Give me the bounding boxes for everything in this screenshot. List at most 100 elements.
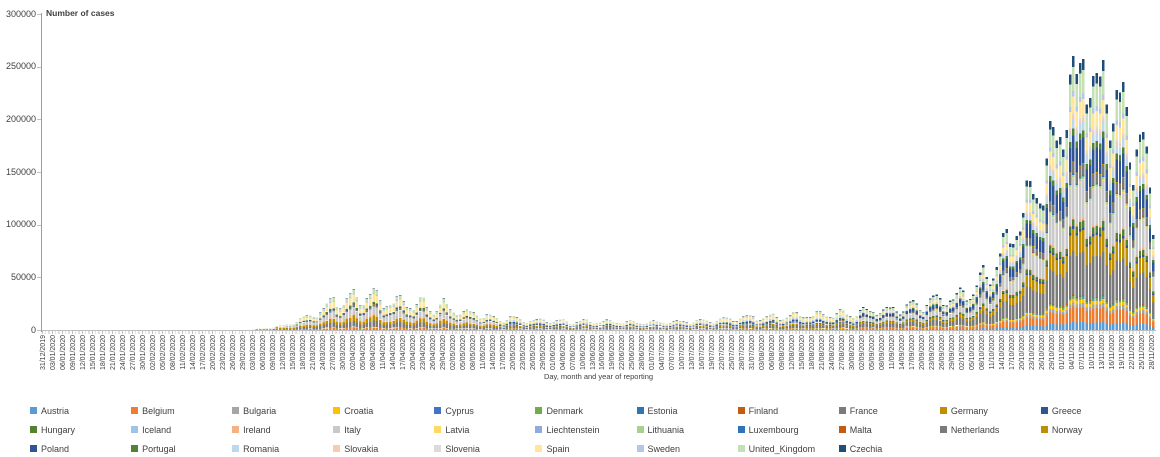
x-tick-label: 05/02/2020	[159, 335, 167, 371]
bar	[822, 314, 825, 330]
legend-label: Iceland	[142, 424, 172, 435]
legend-label: Cyprus	[445, 405, 474, 416]
y-tick-mark	[37, 119, 41, 121]
x-tick-label: 26/05/2020	[529, 335, 537, 371]
bar	[622, 323, 625, 330]
bar	[685, 322, 689, 330]
bar	[605, 319, 609, 330]
x-tick-label: 21/01/2020	[109, 335, 117, 371]
bar	[645, 323, 649, 330]
x-tick-label: 29/04/2020	[439, 335, 447, 371]
bar	[472, 312, 475, 330]
bar	[722, 317, 725, 330]
bar	[732, 321, 735, 330]
y-tick-mark	[37, 66, 41, 68]
bar	[562, 318, 565, 330]
x-tick-label: 02/04/2020	[349, 335, 357, 371]
bar	[1065, 130, 1068, 330]
bar	[1045, 158, 1048, 330]
bar	[419, 296, 422, 330]
x-tick-label: 27/01/2020	[129, 335, 137, 371]
bar	[728, 318, 732, 330]
bar	[652, 320, 655, 330]
bar	[848, 316, 852, 330]
bar	[808, 317, 812, 330]
bar	[545, 322, 549, 330]
bar	[448, 309, 452, 330]
bar	[538, 318, 542, 330]
legend-label: France	[849, 405, 878, 416]
bar	[608, 319, 612, 330]
bar	[1002, 233, 1005, 330]
bar	[572, 323, 575, 330]
x-tick-label: 31/07/2020	[749, 335, 757, 371]
bar	[1048, 121, 1052, 330]
bar	[918, 310, 922, 330]
bar	[825, 316, 828, 330]
bar	[838, 309, 842, 330]
x-tick-label: 14/04/2020	[389, 335, 397, 371]
bar	[568, 323, 572, 330]
bar	[695, 319, 699, 330]
bar	[389, 304, 392, 330]
x-tick-label: 19/07/2020	[709, 335, 717, 371]
y-axis-title: Number of cases	[46, 8, 115, 18]
bar	[748, 314, 752, 330]
bar	[362, 304, 365, 330]
legend-swatch	[535, 407, 543, 414]
bar	[742, 316, 745, 330]
bar	[1098, 76, 1102, 330]
x-tick-label: 13/11/2020	[1099, 335, 1107, 370]
legend-item-czechia: Czechia	[838, 444, 940, 454]
bar	[498, 320, 502, 330]
bar	[259, 328, 262, 330]
x-tick-label: 21/03/2020	[309, 335, 317, 371]
legend-label: Denmark	[546, 405, 583, 416]
x-tick-label: 26/04/2020	[429, 335, 437, 371]
bar	[772, 313, 775, 330]
bar	[1138, 134, 1142, 330]
bar	[982, 264, 985, 330]
x-tick-label: 03/03/2020	[249, 335, 257, 371]
bar	[565, 321, 569, 330]
bar	[465, 308, 469, 330]
legend-label: Luxembourg	[748, 424, 799, 435]
bar	[912, 300, 915, 330]
y-tick-mark	[37, 172, 41, 173]
legend-swatch	[939, 407, 947, 414]
bar	[638, 323, 642, 330]
plot-area	[42, 14, 1155, 330]
bar	[992, 278, 995, 330]
legend-item-germany: Germany	[939, 406, 1041, 416]
x-tick-label: 24/08/2020	[829, 335, 837, 371]
bar	[725, 317, 729, 330]
y-tick-label: 250000	[5, 61, 36, 72]
bar	[548, 323, 552, 330]
bar	[1085, 104, 1088, 330]
x-tick-label: 25/06/2020	[629, 335, 637, 371]
bar	[1105, 104, 1108, 330]
bar	[1022, 212, 1025, 330]
bar	[512, 315, 515, 330]
bar	[788, 315, 792, 330]
bar	[1042, 205, 1045, 330]
legend-label: Sweden	[647, 443, 681, 454]
bar	[618, 323, 622, 330]
bar	[422, 297, 425, 330]
legend-label: Croatia	[344, 405, 374, 416]
legend-item-denmark: Denmark	[535, 406, 636, 416]
legend-label: Spain	[546, 443, 570, 454]
bar	[495, 318, 499, 330]
x-tick-label: 23/05/2020	[519, 335, 527, 371]
bar	[485, 314, 489, 330]
legend-item-austria: Austria	[30, 406, 131, 416]
legend-swatch	[838, 407, 846, 414]
bar	[805, 317, 808, 330]
bar	[492, 316, 495, 330]
x-tick-label: 26/02/2020	[229, 335, 237, 371]
legend-swatch	[30, 426, 37, 433]
bar	[289, 324, 292, 330]
bar	[555, 320, 559, 330]
bar	[375, 290, 379, 330]
bar	[435, 311, 439, 330]
